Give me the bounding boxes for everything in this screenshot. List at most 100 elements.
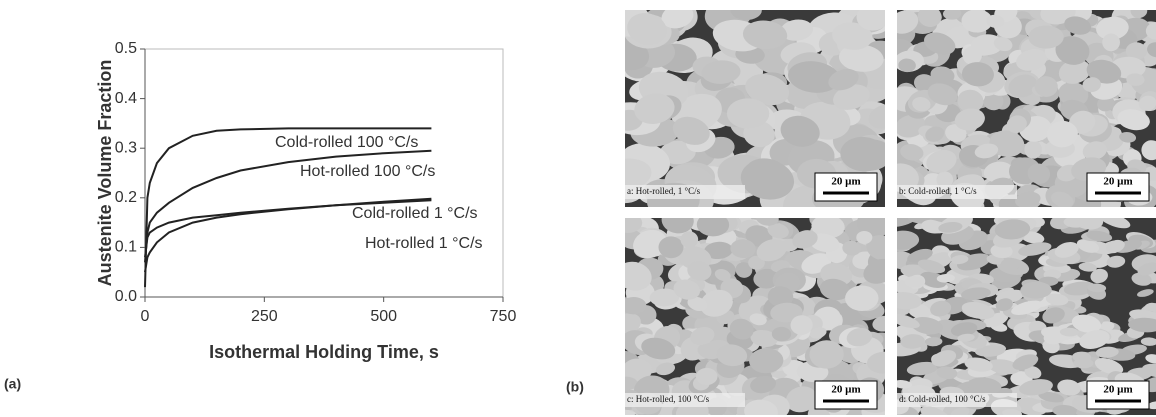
grain xyxy=(780,19,814,41)
grain xyxy=(695,367,718,386)
grain xyxy=(1071,314,1102,333)
micrograph-caption: d: Cold-rolled, 100 °C/s xyxy=(899,394,986,404)
grain xyxy=(661,10,694,29)
grain xyxy=(917,259,946,274)
grain xyxy=(767,286,794,308)
grain xyxy=(704,241,733,260)
grain xyxy=(950,255,969,265)
grain xyxy=(868,104,885,129)
grain xyxy=(730,10,762,20)
grain xyxy=(967,377,1002,395)
grain xyxy=(983,161,1014,183)
grain xyxy=(1020,281,1052,299)
grain xyxy=(950,322,978,337)
grain xyxy=(995,298,1013,312)
grain xyxy=(634,93,675,125)
grain xyxy=(633,229,668,259)
grain xyxy=(687,261,712,281)
grain xyxy=(700,289,733,317)
grain xyxy=(961,287,991,300)
grain xyxy=(1145,354,1156,364)
y-tick-label: 0.1 xyxy=(115,239,137,256)
grain xyxy=(755,218,779,226)
grain xyxy=(627,13,667,45)
grain xyxy=(970,34,1003,56)
y-axis-title: Austenite Volume Fraction xyxy=(95,60,115,287)
grain xyxy=(641,337,676,360)
grain xyxy=(1076,239,1100,253)
scale-label: 20 µm xyxy=(831,176,860,188)
grain xyxy=(897,230,920,250)
grain xyxy=(828,68,859,91)
micrograph: d: Cold-rolled, 100 °C/s 20 µm xyxy=(897,218,1156,415)
grain xyxy=(867,351,885,374)
grain xyxy=(756,239,787,262)
grain xyxy=(842,240,862,256)
grain xyxy=(661,218,694,234)
grain xyxy=(930,300,952,317)
grain xyxy=(936,366,958,380)
grain xyxy=(735,262,753,278)
panel-label: (b) xyxy=(566,379,584,395)
grain xyxy=(625,218,643,233)
y-tick-label: 0.5 xyxy=(115,40,137,57)
grain xyxy=(987,359,1020,375)
grain xyxy=(726,98,770,129)
grain xyxy=(749,348,784,374)
grain xyxy=(1094,358,1124,375)
grain xyxy=(897,10,919,34)
grain xyxy=(926,149,957,173)
grain xyxy=(1082,77,1101,93)
grain xyxy=(792,230,818,249)
grain xyxy=(819,278,850,301)
micrograph-caption: a: Hot-rolled, 1 °C/s xyxy=(627,186,701,196)
grain xyxy=(1147,42,1156,58)
scale-label: 20 µm xyxy=(1103,176,1132,188)
grain xyxy=(906,361,939,376)
scale-box xyxy=(1086,172,1150,202)
grain xyxy=(785,386,818,413)
grain xyxy=(1058,81,1089,107)
grain xyxy=(730,239,756,259)
grain xyxy=(809,327,827,339)
grain xyxy=(838,44,884,72)
grain xyxy=(658,236,684,259)
grain xyxy=(957,89,984,113)
grain xyxy=(920,406,949,415)
grain xyxy=(856,218,885,237)
grain xyxy=(833,84,870,110)
series-line xyxy=(144,127,432,288)
grain xyxy=(912,97,931,112)
grain xyxy=(729,318,754,340)
grain xyxy=(907,248,933,263)
grain xyxy=(1019,379,1053,396)
grain xyxy=(897,380,913,389)
grain xyxy=(986,14,1005,28)
grain xyxy=(625,261,652,291)
series-label: Hot-rolled 1 °C/s xyxy=(365,235,483,252)
grain xyxy=(897,163,919,193)
grain xyxy=(809,340,844,369)
x-tick-label: 250 xyxy=(251,308,278,325)
grain xyxy=(1024,366,1042,379)
grain xyxy=(924,337,943,347)
grain xyxy=(866,235,885,261)
grain xyxy=(927,83,958,106)
grain xyxy=(625,358,653,382)
grain xyxy=(942,10,962,20)
grain xyxy=(1137,262,1156,276)
grain xyxy=(1040,10,1076,25)
grain xyxy=(961,301,995,320)
x-tick-label: 500 xyxy=(370,308,397,325)
grain xyxy=(1006,115,1027,134)
grain xyxy=(897,218,920,227)
grain xyxy=(767,223,789,239)
grain xyxy=(1131,272,1152,286)
grain xyxy=(961,10,993,33)
grain xyxy=(1008,74,1038,98)
grain xyxy=(1106,255,1126,268)
grain xyxy=(780,115,820,147)
y-tick-label: 0.3 xyxy=(115,139,137,156)
grain xyxy=(897,292,922,310)
